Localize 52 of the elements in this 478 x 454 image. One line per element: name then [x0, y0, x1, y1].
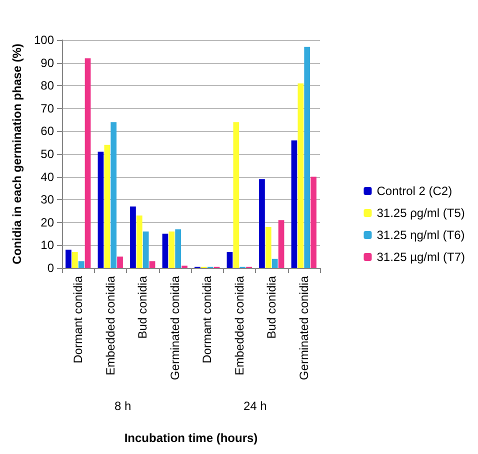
y-tick-label: 30 [40, 192, 54, 207]
bar [310, 176, 316, 268]
bar [265, 226, 272, 268]
bar [298, 83, 304, 268]
bar [175, 229, 182, 268]
legend-label: 31.25 ρg/ml (T5) [376, 206, 465, 220]
x-axis-title: Incubation time (hours) [124, 431, 258, 445]
x-tick-label: Embedded conidia [103, 276, 118, 376]
bar [272, 258, 278, 268]
x-tick-label: Bud conidia [264, 276, 279, 339]
y-tick-label: 50 [40, 147, 54, 161]
bar [78, 261, 84, 268]
x-tick-label: Bud conidia [136, 276, 150, 339]
y-tick-label: 90 [40, 56, 54, 70]
bar [304, 46, 310, 268]
bar [72, 252, 78, 268]
y-tick-label: 80 [40, 78, 54, 93]
text: 24 h [244, 399, 267, 413]
y-tick-label: 10 [40, 238, 54, 252]
x-tick-label: Embedded conidia [232, 276, 246, 376]
y-tick-label: 100 [34, 33, 54, 47]
bar [233, 122, 240, 268]
y-tick-label: 0 [47, 261, 54, 275]
bar [98, 152, 104, 268]
bar [66, 250, 72, 268]
bar [278, 220, 284, 268]
bar [168, 232, 175, 268]
x-tick-label: Dormant conidia [200, 276, 214, 364]
x-tick-label: Dormant conidia [71, 276, 86, 364]
bar [149, 261, 156, 268]
bar [84, 58, 91, 268]
bar [226, 252, 233, 268]
legend-label: Control 2 (C2) [376, 184, 452, 198]
bar [110, 122, 117, 268]
bar [291, 140, 298, 268]
y-axis-title: Conidia in each germination phase (%) [10, 44, 24, 264]
text: 8 h [114, 399, 132, 413]
legend-label: 31.25 µg/ml (T7) [376, 250, 466, 264]
bar [162, 234, 168, 268]
legend-label: 31.25 ηg/ml (T6) [376, 228, 465, 242]
y-tick-label: 60 [40, 124, 54, 138]
bar [259, 179, 265, 268]
x-tick-label: Germinated conidia [296, 276, 311, 380]
bar [117, 256, 123, 268]
y-tick-label: 40 [40, 170, 54, 184]
y-tick-label: 20 [40, 215, 54, 230]
bar [142, 232, 149, 268]
y-tick-label: 70 [40, 101, 54, 116]
bar [136, 216, 142, 268]
x-tick-label: Germinated conidia [168, 276, 182, 380]
bar [130, 206, 136, 268]
bar [104, 144, 110, 268]
